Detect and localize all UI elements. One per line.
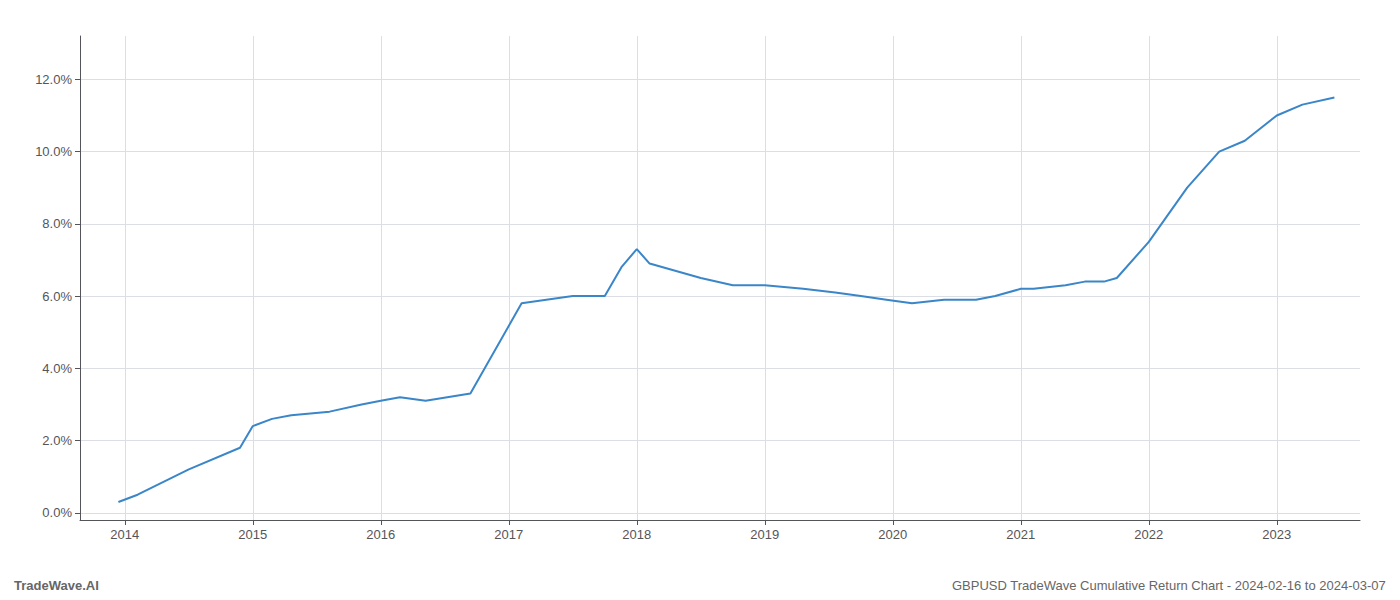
svg-text:6.0%: 6.0% — [42, 289, 72, 304]
svg-text:2019: 2019 — [750, 527, 779, 542]
svg-text:2022: 2022 — [1134, 527, 1163, 542]
svg-text:2016: 2016 — [366, 527, 395, 542]
svg-text:0.0%: 0.0% — [42, 505, 72, 520]
svg-text:2015: 2015 — [238, 527, 267, 542]
svg-text:4.0%: 4.0% — [42, 361, 72, 376]
svg-text:10.0%: 10.0% — [35, 144, 72, 159]
svg-text:2018: 2018 — [622, 527, 651, 542]
svg-text:2014: 2014 — [110, 527, 139, 542]
svg-text:8.0%: 8.0% — [42, 216, 72, 231]
svg-text:2017: 2017 — [494, 527, 523, 542]
svg-text:12.0%: 12.0% — [35, 72, 72, 87]
svg-text:TradeWave.AI: TradeWave.AI — [14, 578, 99, 593]
svg-text:2.0%: 2.0% — [42, 433, 72, 448]
svg-text:2021: 2021 — [1006, 527, 1035, 542]
svg-text:2020: 2020 — [878, 527, 907, 542]
svg-text:2023: 2023 — [1262, 527, 1291, 542]
svg-text:GBPUSD TradeWave Cumulative Re: GBPUSD TradeWave Cumulative Return Chart… — [952, 578, 1386, 593]
